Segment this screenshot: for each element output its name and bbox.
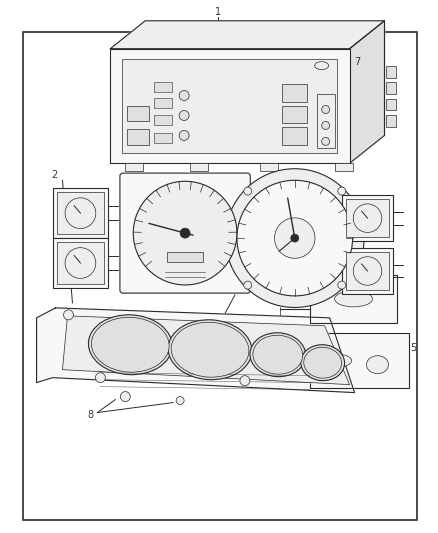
Circle shape: [179, 91, 189, 101]
Circle shape: [133, 181, 237, 285]
Bar: [386, 116, 396, 127]
Bar: [342, 248, 393, 294]
Ellipse shape: [253, 335, 303, 374]
Text: 5: 5: [410, 343, 417, 353]
Bar: [346, 252, 389, 290]
Ellipse shape: [304, 347, 342, 378]
Ellipse shape: [335, 291, 372, 307]
Bar: [335, 163, 353, 171]
Circle shape: [353, 257, 382, 285]
FancyBboxPatch shape: [120, 173, 250, 293]
Circle shape: [321, 106, 330, 114]
Polygon shape: [37, 308, 355, 393]
Bar: [57, 192, 104, 235]
Bar: [154, 133, 172, 143]
Bar: [310, 275, 397, 323]
Circle shape: [179, 131, 189, 140]
Circle shape: [321, 122, 330, 130]
Bar: [57, 242, 104, 284]
Bar: [154, 116, 172, 125]
Circle shape: [95, 373, 106, 383]
Bar: [282, 106, 307, 124]
Circle shape: [180, 228, 190, 238]
Text: 1: 1: [215, 7, 221, 17]
Circle shape: [176, 397, 184, 405]
Bar: [127, 130, 149, 146]
Circle shape: [321, 138, 330, 146]
Bar: [317, 94, 335, 148]
Bar: [167, 252, 203, 262]
Polygon shape: [145, 21, 385, 135]
Bar: [346, 199, 389, 238]
Circle shape: [237, 180, 353, 296]
Ellipse shape: [324, 354, 352, 367]
Text: 3: 3: [240, 285, 246, 295]
Circle shape: [240, 376, 250, 385]
Circle shape: [353, 204, 382, 232]
Text: 6: 6: [223, 55, 229, 66]
Bar: [386, 99, 396, 110]
Circle shape: [291, 234, 299, 242]
Circle shape: [275, 218, 315, 259]
Circle shape: [338, 281, 346, 289]
Text: 7: 7: [354, 56, 360, 67]
Bar: [386, 66, 396, 78]
Bar: [154, 82, 172, 92]
Bar: [122, 59, 337, 154]
Bar: [282, 127, 307, 146]
Bar: [260, 163, 278, 171]
Bar: [386, 82, 396, 94]
Circle shape: [65, 198, 96, 229]
Ellipse shape: [250, 333, 306, 377]
Circle shape: [244, 187, 252, 195]
Ellipse shape: [367, 356, 389, 374]
Circle shape: [226, 169, 364, 308]
Circle shape: [120, 392, 130, 401]
Bar: [53, 238, 108, 288]
Ellipse shape: [171, 322, 249, 377]
Polygon shape: [63, 316, 350, 385]
Circle shape: [244, 281, 252, 289]
Circle shape: [64, 310, 74, 320]
Text: 4: 4: [350, 258, 357, 268]
Ellipse shape: [88, 315, 172, 375]
Ellipse shape: [301, 345, 345, 381]
Ellipse shape: [168, 320, 252, 379]
Text: 8: 8: [87, 409, 93, 419]
Circle shape: [179, 110, 189, 120]
Bar: [125, 163, 143, 171]
Bar: [127, 106, 149, 122]
Polygon shape: [110, 21, 385, 49]
Circle shape: [338, 187, 346, 195]
Bar: [342, 195, 393, 241]
Ellipse shape: [92, 317, 169, 372]
Polygon shape: [350, 21, 385, 163]
Circle shape: [65, 248, 96, 278]
Bar: [53, 188, 108, 238]
Bar: [110, 49, 350, 163]
Bar: [190, 163, 208, 171]
Bar: [154, 98, 172, 108]
Text: 2: 2: [51, 170, 58, 180]
Ellipse shape: [314, 62, 328, 70]
Bar: [282, 84, 307, 101]
Bar: [310, 333, 410, 387]
